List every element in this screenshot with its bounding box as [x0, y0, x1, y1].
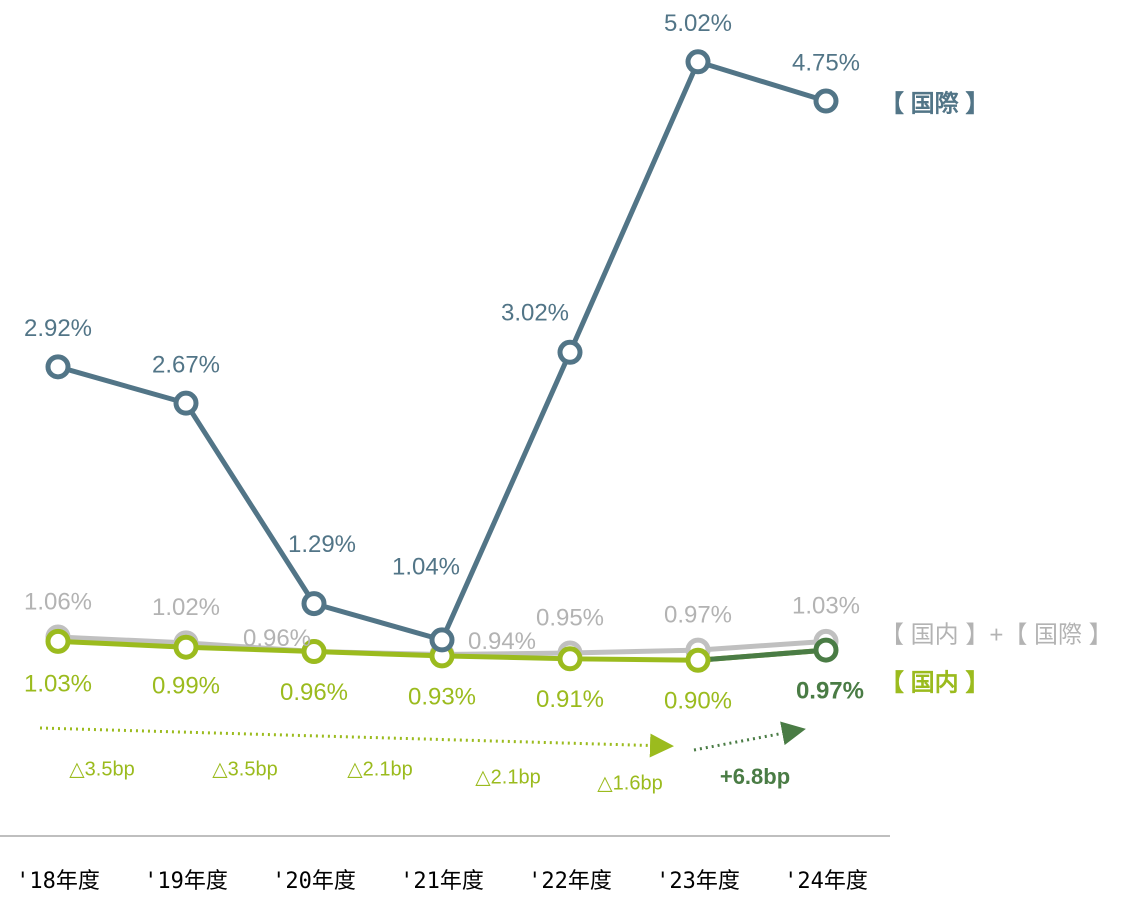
- value-label: 1.04%: [392, 553, 460, 580]
- series-line-highlight: [697, 647, 827, 663]
- series-name: 【 国内 】+【 国際 】: [880, 621, 1113, 648]
- point: [173, 390, 199, 416]
- x-tick-label: '18年度: [16, 869, 100, 894]
- value-label: 0.97%: [664, 601, 732, 628]
- value-label: 4.75%: [792, 49, 860, 76]
- annotation: △1.6bp: [597, 772, 662, 794]
- value-label: 1.06%: [24, 588, 92, 615]
- value-label: 0.90%: [664, 688, 732, 715]
- series-name: 【 国際 】: [880, 90, 989, 117]
- point: [173, 634, 199, 660]
- value-label: 2.92%: [24, 315, 92, 342]
- value-label: 1.03%: [24, 671, 92, 698]
- annotation: △2.1bp: [347, 758, 412, 780]
- point: [557, 646, 583, 672]
- value-label: 0.96%: [280, 679, 348, 706]
- value-label: 0.96%: [243, 625, 311, 652]
- point: [301, 639, 327, 665]
- point: [685, 647, 711, 673]
- value-label: 2.67%: [152, 351, 220, 378]
- series-name: 【 国内 】: [880, 669, 989, 696]
- x-tick-label: '20年度: [272, 869, 356, 894]
- trend-arrow: [39, 726, 674, 758]
- point: [429, 627, 455, 653]
- point: [813, 88, 839, 114]
- annotation: △3.5bp: [212, 758, 277, 780]
- point: [45, 628, 71, 654]
- value-label: 1.02%: [152, 594, 220, 621]
- x-tick-label: '24年度: [784, 869, 868, 894]
- trend-arrow: [693, 721, 806, 752]
- point: [301, 591, 327, 617]
- point: [813, 637, 839, 663]
- value-label: 0.91%: [536, 686, 604, 713]
- x-tick-label: '21年度: [400, 869, 484, 894]
- value-label: 1.29%: [288, 531, 356, 558]
- value-label: 0.97%: [796, 677, 864, 704]
- value-label: 0.99%: [152, 673, 220, 700]
- value-label: 0.94%: [468, 628, 536, 655]
- point: [45, 354, 71, 380]
- value-label: 3.02%: [501, 300, 569, 327]
- x-tick-label: '22年度: [528, 869, 612, 894]
- annotation: △2.1bp: [475, 766, 540, 788]
- value-label: 0.95%: [536, 604, 604, 631]
- value-label: 0.93%: [408, 683, 476, 710]
- value-label: 1.03%: [792, 593, 860, 620]
- x-tick-label: '19年度: [144, 869, 228, 894]
- value-label: 5.02%: [664, 10, 732, 37]
- change-label: +6.8bp: [720, 764, 790, 789]
- point: [557, 339, 583, 365]
- annotation: △3.5bp: [69, 758, 134, 780]
- x-tick-label: '23年度: [656, 869, 740, 894]
- point: [685, 49, 711, 75]
